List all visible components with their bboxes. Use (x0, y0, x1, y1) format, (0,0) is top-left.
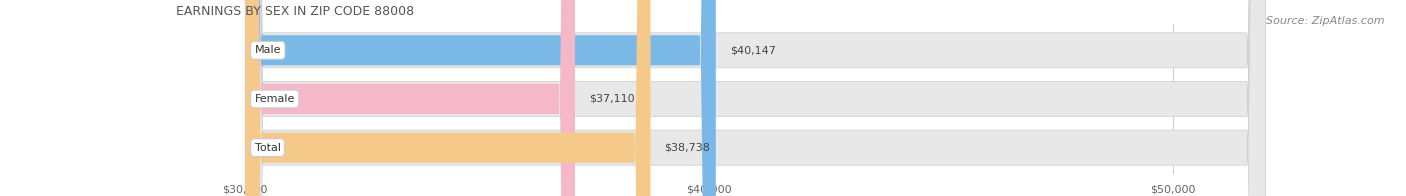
Text: $37,110: $37,110 (589, 94, 634, 104)
FancyBboxPatch shape (245, 0, 1265, 196)
Text: Total: Total (254, 143, 281, 153)
Text: $38,738: $38,738 (665, 143, 710, 153)
Text: Male: Male (254, 45, 281, 55)
Text: EARNINGS BY SEX IN ZIP CODE 88008: EARNINGS BY SEX IN ZIP CODE 88008 (176, 5, 413, 18)
Text: $40,147: $40,147 (730, 45, 776, 55)
Text: Female: Female (254, 94, 295, 104)
FancyBboxPatch shape (245, 0, 1265, 196)
FancyBboxPatch shape (245, 0, 575, 196)
FancyBboxPatch shape (245, 0, 1265, 196)
FancyBboxPatch shape (245, 0, 651, 196)
Text: Source: ZipAtlas.com: Source: ZipAtlas.com (1267, 16, 1385, 26)
FancyBboxPatch shape (245, 0, 716, 196)
